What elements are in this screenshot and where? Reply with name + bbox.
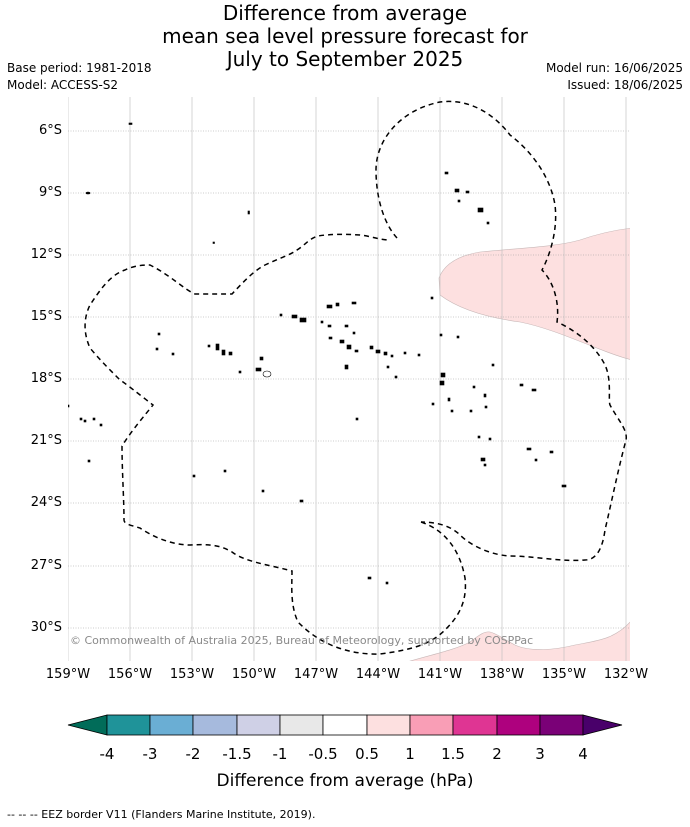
- lon-label-150w: 150°W: [231, 667, 277, 682]
- lat-label-18s: 18°S: [30, 371, 62, 386]
- colorbar-label: Difference from average (hPa): [216, 771, 474, 791]
- lon-label-141w: 141°W: [417, 667, 463, 682]
- lon-label-147w: 147°W: [293, 667, 339, 682]
- title-line-2: mean sea level pressure forecast for: [162, 24, 528, 48]
- colorbar: [67, 714, 623, 736]
- colorbar-tick: -0.5: [308, 745, 338, 763]
- colorbar-segment: [539, 714, 584, 736]
- colorbar-tick: 2: [492, 745, 502, 763]
- lon-label-132w: 132°W: [603, 667, 649, 682]
- colorbar-segment: [409, 714, 454, 736]
- colorbar-tick: -1: [272, 745, 288, 763]
- islands: [68, 122, 567, 585]
- colorbar-segment: [496, 714, 541, 736]
- base-period: Base period: 1981-2018: [7, 61, 152, 75]
- lat-label-6s: 6°S: [38, 123, 62, 138]
- colorbar-tick: 4: [578, 745, 588, 763]
- lat-label-27s: 27°S: [30, 558, 62, 573]
- colorbar-tick: 1.5: [441, 745, 465, 763]
- lon-label-138w: 138°W: [479, 667, 525, 682]
- lon-label-135w: 135°W: [541, 667, 587, 682]
- lat-label-12s: 12°S: [30, 247, 62, 262]
- eez-footnote: -- -- -- EEZ border V11 (Flanders Marine…: [7, 808, 316, 821]
- lat-label-30s: 30°S: [30, 620, 62, 635]
- gridlines: [68, 130, 630, 629]
- title-line-1: Difference from average: [222, 1, 468, 25]
- meta-right: Model run: 16/06/2025 Issued: 18/06/2025: [546, 60, 683, 94]
- issued-date: Issued: 18/06/2025: [567, 78, 683, 92]
- lon-label-159w: 159°W: [45, 667, 91, 682]
- colorbar-over-triangle: [582, 714, 623, 736]
- model-run: Model run: 16/06/2025: [545, 61, 683, 75]
- colorbar-tick: -4: [99, 745, 115, 763]
- lat-label-24s: 24°S: [30, 495, 62, 510]
- colorbar-segment: [192, 714, 238, 736]
- colorbar-segment: [279, 714, 324, 736]
- meridians: [68, 97, 627, 661]
- colorbar-tick: 1: [405, 745, 415, 763]
- colorbar-tick: -2: [185, 745, 201, 763]
- colorbar-segment: [149, 714, 194, 736]
- colorbar-segment: [106, 714, 151, 736]
- anomaly-region-north-east: [438, 227, 630, 360]
- colorbar-segment: [452, 714, 498, 736]
- model-name: Model: ACCESS-S2: [7, 78, 119, 92]
- colorbar-tick: -3: [142, 745, 158, 763]
- lon-label-156w: 156°W: [107, 667, 153, 682]
- copyright-notice: © Commonwealth of Australia 2025, Bureau…: [70, 634, 534, 647]
- colorbar-under-triangle: [67, 714, 108, 736]
- colorbar-tick: 3: [535, 745, 545, 763]
- colorbar-segment: [366, 714, 411, 736]
- eez-borders: [84, 100, 627, 655]
- anomaly-region-south-east: [409, 621, 630, 661]
- lat-label-21s: 21°S: [30, 433, 62, 448]
- lat-label-15s: 15°S: [30, 309, 62, 324]
- colorbar-segment: [236, 714, 281, 736]
- map-title: Difference from average mean sea level p…: [0, 2, 690, 71]
- colorbar-tick: 0.5: [355, 745, 379, 763]
- meta-left: Base period: 1981-2018 Model: ACCESS-S2: [7, 60, 152, 94]
- lon-label-153w: 153°W: [169, 667, 215, 682]
- lat-label-9s: 9°S: [38, 185, 62, 200]
- lon-label-144w: 144°W: [355, 667, 401, 682]
- title-line-3: July to September 2025: [226, 47, 464, 71]
- colorbar-tick: -1.5: [222, 745, 252, 763]
- colorbar-segment: [322, 714, 368, 736]
